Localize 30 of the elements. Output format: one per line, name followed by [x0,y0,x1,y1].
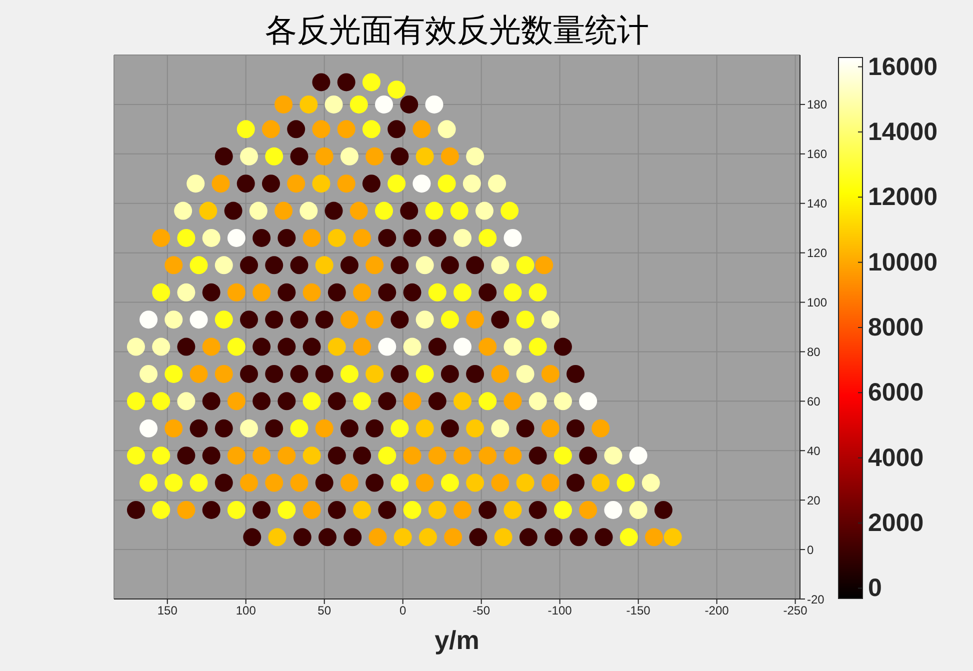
x-tick-label: -50 [472,604,490,618]
color-bar-label: 12000 [868,183,938,212]
color-bar-label: 10000 [868,248,938,276]
x-tick-label: 150 [157,604,178,618]
color-bar-label: 6000 [868,378,924,407]
y-tick-label: 140 [807,196,828,211]
y-tick-label: 180 [807,98,828,112]
color-bar-label: 2000 [868,509,924,538]
y-tick-label: 80 [807,344,821,359]
color-bar-label: 16000 [868,52,938,81]
x-tick-label: 100 [236,604,256,618]
color-bar-label: 8000 [868,314,924,342]
x-tick-label: -100 [548,604,572,618]
y-tick-label: 60 [807,394,821,408]
y-tick-label: 160 [807,147,828,162]
color-bar-label: 4000 [868,444,924,472]
y-tick-label: -20 [807,592,825,606]
y-tick-label: 100 [807,296,828,310]
x-axis-title: y/m [434,624,480,657]
y-tick-label: 0 [807,542,814,557]
x-tick-label: -150 [626,604,651,618]
color-bar-label: 14000 [868,118,938,146]
x-tick-label: -200 [704,604,730,618]
x-tick-label: -250 [783,604,808,618]
chart-title: 各反光面有效反光数量统计 [264,10,650,51]
y-tick-label: 120 [807,246,828,260]
x-tick-label: 50 [318,604,332,618]
x-tick-label: 0 [400,604,406,618]
y-tick-label: 20 [807,493,821,508]
y-tick-label: 40 [807,444,821,458]
